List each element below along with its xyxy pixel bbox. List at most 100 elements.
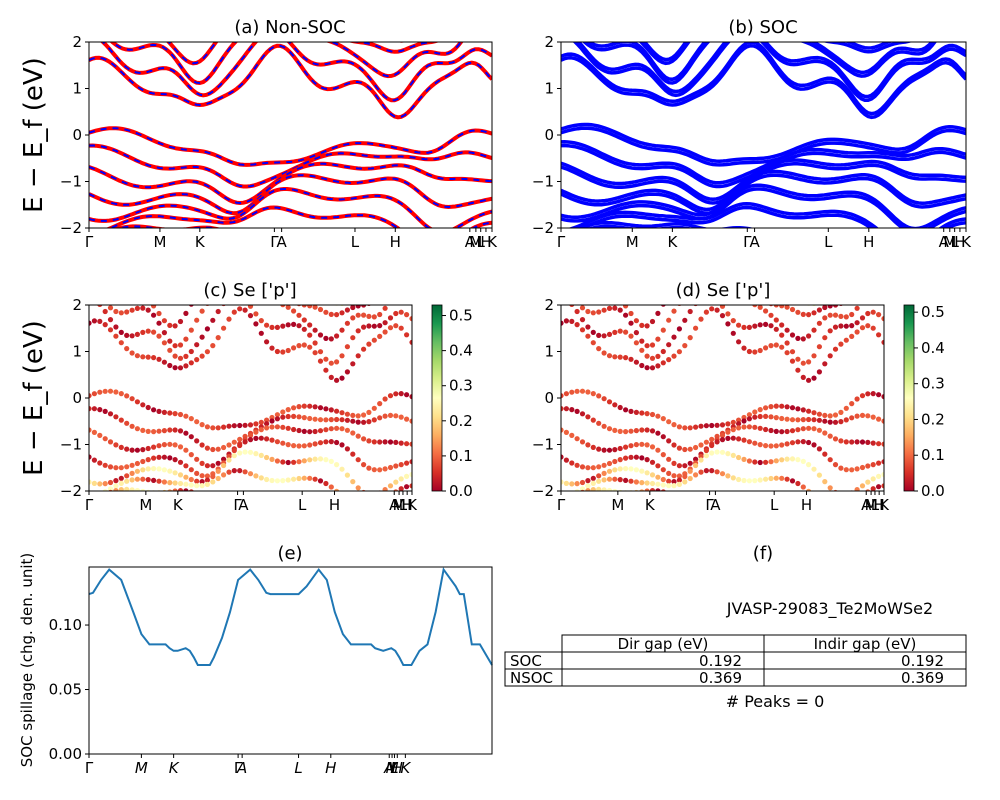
xtick-label: Γ bbox=[743, 233, 752, 251]
projected-band-point bbox=[870, 325, 876, 331]
projected-band-point bbox=[827, 457, 833, 463]
projected-band-point bbox=[628, 478, 634, 484]
projected-band-point bbox=[334, 359, 340, 365]
projected-band-point bbox=[676, 477, 683, 483]
projected-band-point bbox=[859, 315, 866, 321]
projected-band-point bbox=[639, 362, 645, 369]
projected-band-point bbox=[774, 278, 779, 283]
projected-band-point bbox=[687, 460, 693, 466]
projected-band-point bbox=[671, 353, 677, 359]
projected-band-point bbox=[372, 517, 377, 522]
projected-band-point bbox=[602, 244, 607, 249]
projected-band-point bbox=[350, 335, 356, 341]
title-d: (d) Se ['p'] bbox=[676, 280, 771, 301]
projected-band-point bbox=[876, 392, 882, 398]
projected-band-point bbox=[312, 327, 318, 333]
projected-band-point bbox=[161, 428, 167, 434]
projected-band-point bbox=[715, 238, 720, 243]
projected-band-point bbox=[693, 261, 698, 266]
projected-band-point bbox=[371, 467, 377, 473]
projected-band-point bbox=[854, 305, 860, 311]
projected-band-point bbox=[119, 242, 124, 247]
projected-band-point bbox=[339, 426, 345, 432]
projected-band-point bbox=[156, 428, 162, 434]
projected-band-point bbox=[399, 220, 404, 225]
projected-band-point bbox=[865, 439, 871, 445]
projected-band-point bbox=[655, 481, 661, 487]
projected-band-point bbox=[725, 473, 731, 479]
projected-band-point bbox=[328, 439, 334, 445]
projected-band-point bbox=[660, 360, 666, 366]
projected-band-point bbox=[660, 489, 666, 491]
xtick-label: A bbox=[383, 759, 394, 777]
projected-band-point bbox=[822, 412, 828, 418]
projected-band-point bbox=[628, 267, 633, 272]
projected-band-point bbox=[134, 399, 140, 405]
projected-band-point bbox=[232, 205, 237, 210]
projected-band-point bbox=[859, 412, 866, 418]
projected-band-point bbox=[329, 272, 334, 277]
projected-band-point bbox=[795, 406, 801, 412]
projected-band-point bbox=[564, 209, 569, 214]
projected-band-point bbox=[345, 298, 350, 303]
band-line-soc-split bbox=[561, 183, 966, 228]
projected-band-point bbox=[199, 442, 205, 448]
projected-band-point bbox=[687, 446, 693, 452]
projected-band-point bbox=[612, 265, 617, 270]
projected-band-point bbox=[822, 418, 828, 424]
projected-band-point bbox=[800, 484, 806, 490]
projected-band-point bbox=[703, 439, 710, 445]
projected-band-point bbox=[172, 457, 178, 463]
projected-band-point bbox=[666, 456, 672, 462]
panel-d-plot-area bbox=[561, 209, 886, 497]
projected-band-point bbox=[854, 439, 860, 445]
projected-band-point bbox=[393, 323, 399, 329]
projected-band-point bbox=[843, 337, 849, 343]
projected-band-point bbox=[97, 460, 103, 466]
projected-band-point bbox=[194, 456, 200, 462]
projected-band-point bbox=[134, 353, 140, 359]
projected-band-point bbox=[113, 414, 119, 420]
projected-band-point bbox=[736, 252, 741, 257]
projected-band-point bbox=[161, 359, 167, 365]
projected-band-point bbox=[849, 439, 855, 445]
projected-band-point bbox=[151, 312, 157, 318]
projected-band-point bbox=[693, 472, 699, 478]
projected-band-point bbox=[118, 340, 124, 346]
projected-band-point bbox=[226, 442, 232, 448]
projected-band-point bbox=[339, 263, 344, 268]
projected-band-point bbox=[585, 488, 591, 491]
projected-band-point bbox=[113, 442, 119, 448]
projected-band-point bbox=[97, 432, 103, 438]
projected-band-point bbox=[92, 286, 97, 291]
projected-band-point bbox=[215, 308, 221, 315]
projected-band-point bbox=[107, 479, 114, 486]
projected-band-point bbox=[881, 441, 884, 447]
projected-band-point bbox=[590, 329, 596, 335]
projected-band-point bbox=[800, 417, 806, 423]
projected-band-point bbox=[269, 477, 275, 484]
projected-band-point bbox=[677, 261, 682, 266]
projected-band-point bbox=[763, 459, 769, 465]
projected-band-point bbox=[91, 406, 97, 412]
projected-band-point bbox=[779, 305, 785, 309]
projected-band-point bbox=[876, 460, 882, 466]
projected-band-point bbox=[644, 353, 650, 359]
projected-band-point bbox=[881, 251, 886, 256]
projected-band-point bbox=[719, 449, 726, 455]
xtick-label: M bbox=[393, 496, 406, 514]
projected-band-point bbox=[134, 460, 140, 467]
projected-band-point bbox=[843, 467, 849, 473]
projected-band-point bbox=[822, 361, 828, 367]
xtick-label: K bbox=[879, 496, 890, 514]
projected-band-point bbox=[817, 254, 822, 259]
projected-band-point bbox=[307, 403, 313, 409]
projected-band-point bbox=[355, 433, 361, 439]
projected-band-point bbox=[844, 492, 849, 497]
projected-band-point bbox=[590, 417, 596, 423]
xtick-label: L bbox=[399, 496, 408, 514]
projected-band-point bbox=[855, 233, 860, 238]
projected-band-point bbox=[398, 462, 404, 468]
projected-band-point bbox=[372, 297, 377, 302]
